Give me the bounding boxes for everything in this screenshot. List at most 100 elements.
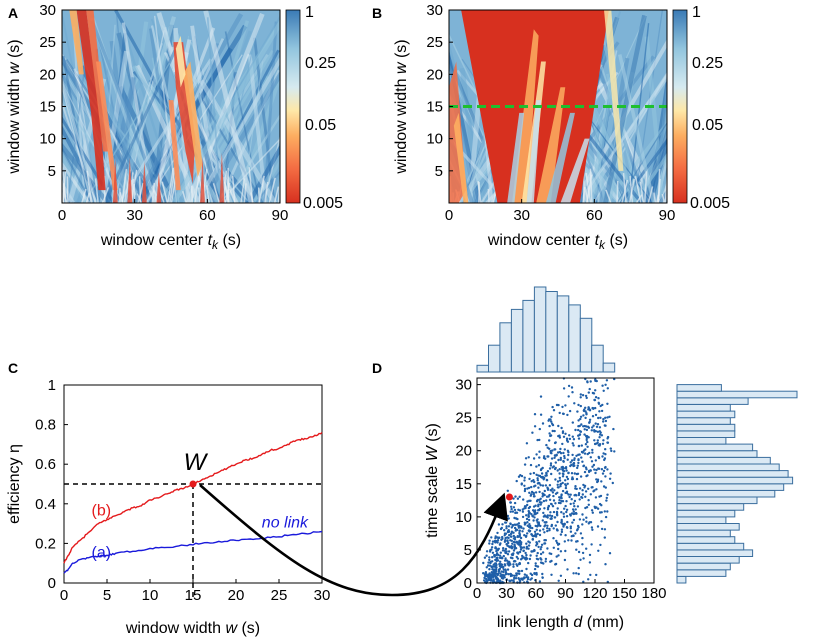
- colorbar-a-tick-1: 1: [305, 4, 314, 21]
- scatter-point: [602, 485, 606, 488]
- y-tick-label: 15: [39, 99, 56, 116]
- scatter-point: [528, 541, 531, 544]
- scatter-point: [571, 421, 574, 424]
- heatmap-speckle: [635, 194, 643, 203]
- scatter-point: [550, 523, 554, 527]
- y-axis-label: efficiency η: [6, 444, 23, 524]
- scatter-point: [516, 564, 519, 567]
- scatter-point: [548, 527, 551, 531]
- scatter-point: [488, 539, 491, 542]
- heatmap-speckle: [138, 176, 142, 203]
- scatter-point: [488, 564, 491, 567]
- scatter-point: [538, 540, 541, 543]
- heatmap-speckle: [85, 192, 90, 203]
- scatter-point: [575, 540, 578, 543]
- scatter-point: [544, 557, 548, 561]
- scatter-point: [546, 488, 550, 491]
- scatter-point: [491, 574, 494, 578]
- scatter-point: [527, 561, 530, 565]
- y-tick-label: 0.4: [35, 496, 56, 513]
- scatter-point: [579, 396, 582, 399]
- scatter-point: [502, 554, 505, 558]
- histogram-right-bar: [676, 536, 736, 544]
- scatter-point: [578, 424, 581, 428]
- series-line-a: [63, 530, 323, 574]
- connecting-arrow: [199, 484, 508, 597]
- scatter-point: [589, 573, 592, 577]
- scatter-point: [516, 542, 519, 545]
- scatter-point: [572, 510, 575, 513]
- scatter-point: [549, 560, 552, 563]
- scatter-point: [499, 551, 502, 554]
- scatter-point: [497, 570, 500, 573]
- scatter-point: [570, 498, 573, 501]
- scatter-point: [586, 425, 590, 428]
- scatter-point: [604, 486, 607, 489]
- heatmap-speckle: [169, 166, 176, 203]
- x-tick-label: 30: [314, 587, 331, 604]
- scatter-point: [575, 454, 578, 457]
- heatmap-spike: [112, 159, 118, 203]
- scatter-point: [613, 450, 616, 453]
- heatmap-streak: [658, 188, 667, 203]
- heatmap-speckle: [167, 167, 174, 203]
- scatter-point: [530, 577, 533, 580]
- scatter-point: [577, 453, 580, 456]
- heatmap-streak: [619, 138, 667, 203]
- scatter-point: [494, 564, 497, 567]
- scatter-point: [539, 497, 542, 500]
- scatter-point: [527, 515, 530, 518]
- scatter-point: [537, 486, 540, 489]
- scatter-point: [557, 486, 560, 489]
- scatter-point: [555, 510, 559, 514]
- scatter-point: [541, 422, 545, 425]
- histogram-right-bar: [676, 496, 758, 505]
- x-tick-label: 60: [528, 585, 545, 602]
- scatter-point: [504, 532, 508, 535]
- scatter-point: [574, 428, 577, 432]
- scatter-point: [548, 439, 551, 442]
- histogram-top-bar: [488, 344, 501, 373]
- scatter-point: [592, 424, 595, 427]
- scatter-point: [538, 533, 542, 537]
- scatter-point: [508, 533, 511, 537]
- scatter-point: [579, 430, 582, 433]
- scatter-point: [577, 444, 581, 448]
- scatter-point: [561, 489, 565, 493]
- scatter-point: [594, 396, 598, 399]
- scatter-point: [563, 456, 566, 460]
- x-tick-label: 180: [641, 585, 666, 602]
- scatter-point: [605, 379, 609, 382]
- scatter-point: [606, 468, 609, 471]
- heatmap-streak: [62, 142, 110, 203]
- scatter-point: [567, 395, 570, 398]
- scatter-point: [540, 472, 544, 475]
- histogram-right-bar: [676, 549, 754, 558]
- scatter-point: [555, 555, 558, 558]
- scatter-point: [569, 513, 572, 516]
- scatter-point: [553, 456, 556, 459]
- scatter-point: [602, 420, 605, 423]
- heatmap-speckle: [137, 182, 144, 203]
- scatter-point: [523, 476, 526, 479]
- heatmap-speckle: [605, 189, 612, 203]
- scatter-point: [544, 484, 548, 487]
- scatter-point: [585, 516, 588, 519]
- scatter-point: [495, 577, 498, 580]
- scatter-point: [512, 506, 516, 509]
- scatter-point: [495, 556, 498, 560]
- histogram-right-bar: [676, 542, 745, 551]
- scatter-point: [527, 544, 531, 547]
- y-tick-label: 20: [455, 443, 472, 460]
- scatter-point: [570, 472, 574, 475]
- scatter-point: [538, 450, 541, 453]
- histogram-right-bar: [676, 575, 687, 584]
- scatter-point: [532, 471, 536, 475]
- scatter-point: [550, 489, 553, 492]
- scatter-point: [592, 463, 596, 467]
- scatter-point: [596, 507, 600, 510]
- x-tick-label: 30: [126, 207, 143, 224]
- heatmap-speckle: [621, 179, 629, 203]
- scatter-point: [524, 505, 527, 508]
- scatter-point: [585, 428, 589, 432]
